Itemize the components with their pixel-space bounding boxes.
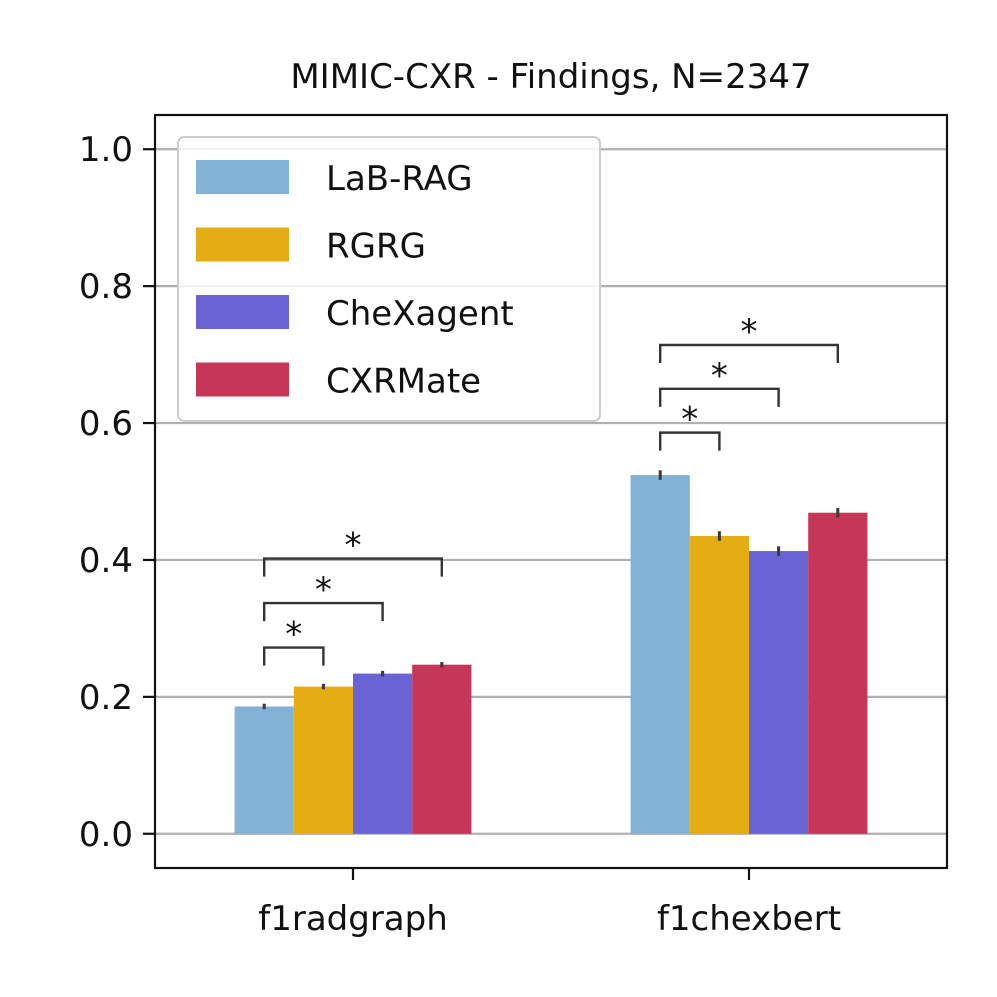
significance-bracket-5	[659, 343, 839, 364]
bar-lab-rag-f1radgraph	[234, 706, 294, 834]
significance-label-1: *	[315, 570, 332, 610]
bar-chexagent-f1radgraph	[353, 673, 413, 834]
legend-swatch-cxrmate	[196, 362, 289, 397]
bar-rgrg-f1chexbert	[689, 535, 749, 834]
y-tick-label-1: 0.2	[79, 678, 133, 718]
x-axis: f1radgraph f1chexbert	[258, 868, 841, 939]
error-bars	[262, 470, 840, 710]
significance-label-2: *	[345, 526, 362, 566]
significance-brackets: * * * * * *	[263, 312, 839, 666]
significance-bracket-2	[263, 557, 443, 577]
y-tick-label-2: 0.4	[79, 541, 133, 581]
x-tick-label-f1chexbert: f1chexbert	[657, 899, 841, 939]
bar-chexagent-f1chexbert	[749, 551, 809, 834]
legend-frame	[177, 136, 601, 422]
legend-swatch-chexagent	[196, 295, 289, 329]
chart-title: MIMIC-CXR - Findings, N=2347	[290, 57, 811, 97]
y-tick-label-4: 0.8	[79, 267, 133, 307]
significance-bracket-4	[659, 387, 780, 407]
bar-rgrg-f1radgraph	[293, 686, 353, 834]
significance-label-4: *	[711, 356, 728, 396]
bar-lab-rag-f1chexbert	[630, 475, 690, 834]
legend-label-lab-rag: LaB-RAG	[326, 159, 473, 199]
legend-swatch-lab-rag	[196, 160, 289, 194]
bar-cxrmate-f1chexbert	[808, 512, 868, 834]
y-tick-label-3: 0.6	[79, 404, 133, 444]
legend-label-rgrg: RGRG	[326, 227, 426, 267]
plot-frame	[153, 113, 949, 870]
y-tick-label-0: 0.0	[79, 815, 133, 855]
significance-bracket-1	[263, 601, 384, 622]
x-tick-label-f1radgraph: f1radgraph	[258, 899, 448, 939]
significance-label-3: *	[681, 400, 698, 440]
significance-label-5: *	[741, 312, 758, 352]
bars	[234, 475, 868, 834]
legend-label-chexagent: CheXagent	[326, 294, 514, 334]
significance-bracket-0	[263, 646, 325, 666]
legend: LaB-RAG RGRG CheXagent CXRMate	[177, 136, 601, 422]
significance-bracket-3	[659, 431, 721, 451]
bar-cxrmate-f1radgraph	[412, 664, 472, 834]
y-tick-label-5: 1.0	[79, 130, 133, 170]
legend-swatch-rgrg	[196, 227, 289, 262]
legend-label-cxrmate: CXRMate	[326, 362, 481, 402]
significance-label-0: *	[285, 615, 302, 655]
y-axis: 0.0 0.2 0.4 0.6 0.8 1.0	[79, 130, 155, 855]
